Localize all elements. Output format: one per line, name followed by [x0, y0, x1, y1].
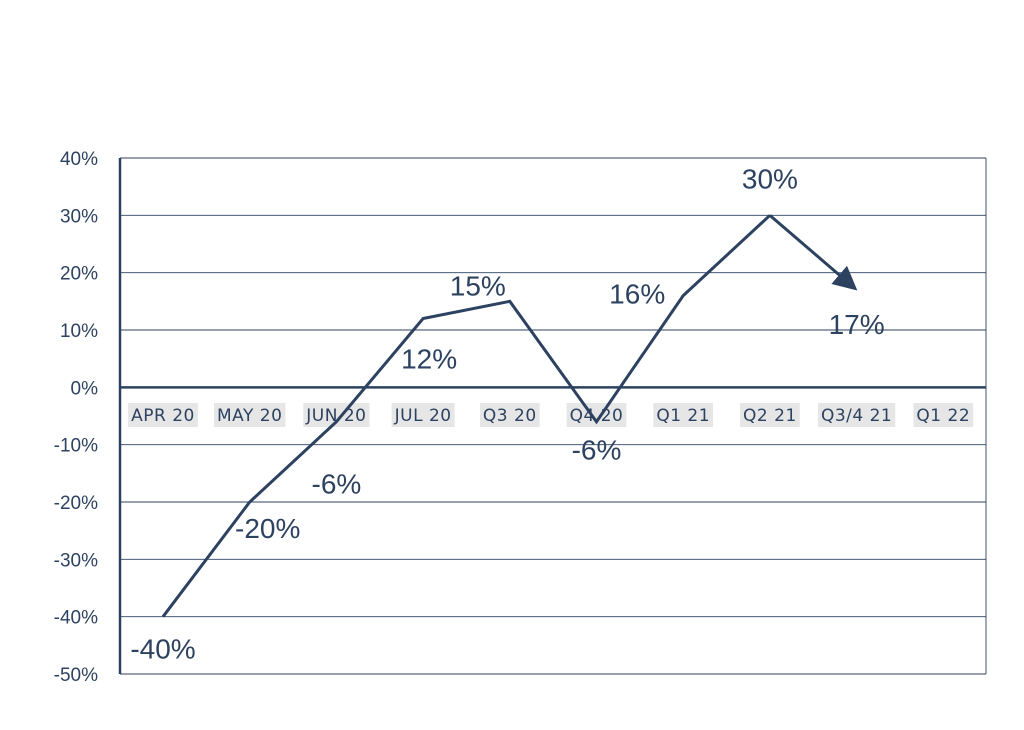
x-axis-tick-labels: APR 20 MAY 20 JUN 20 JUL 20 Q3 20 Q4 20 Q1 21 Q…: [128, 403, 974, 427]
y-tick-label: -30%: [54, 550, 98, 571]
data-label: -6%: [572, 435, 622, 466]
data-label: 17%: [829, 309, 885, 340]
axes: [118, 158, 987, 674]
x-tick-label-group: Q3 20: [479, 403, 540, 427]
x-tick-label-bg: [913, 403, 974, 427]
y-axis-tick-labels: 40% 30% 20% 10% 0% -10% -20% -30% -40% -50%: [54, 149, 98, 686]
x-tick-label: Q3/4 21: [821, 406, 892, 426]
y-tick-label: 40%: [60, 149, 98, 170]
y-tick-label: 30%: [60, 206, 98, 227]
data-label: -6%: [312, 469, 362, 500]
x-tick-label-bg: [391, 403, 455, 427]
x-tick-label-bg: [740, 403, 800, 427]
x-tick-label-group: JUN 20: [303, 403, 370, 427]
data-label: -20%: [235, 513, 300, 544]
x-tick-label-bg: [653, 403, 714, 427]
x-tick-label-group: Q3/4 21: [817, 403, 896, 427]
data-label: 30%: [742, 163, 798, 194]
y-tick-label: 20%: [60, 264, 98, 285]
y-tick-label: -40%: [54, 608, 98, 629]
x-tick-label: Q4 20: [570, 406, 624, 426]
x-tick-label: Q2 21: [743, 406, 797, 426]
x-tick-label: Q1 21: [656, 406, 710, 426]
y-tick-label: 10%: [60, 321, 98, 342]
y-tick-label: -50%: [54, 665, 98, 686]
series-line: [161, 214, 858, 618]
data-labels: -40% -20% -6% 12% 15% -6% 16% 30% 17%: [130, 163, 884, 664]
x-tick-label-group: Q1 21: [653, 403, 714, 427]
data-label: 15%: [450, 270, 506, 301]
y-tick-label: 0%: [71, 378, 99, 399]
x-tick-label-group: APR 20: [128, 403, 198, 427]
y-tick-label: -20%: [54, 493, 98, 514]
x-tick-label-group: Q2 21: [740, 403, 800, 427]
data-label: 16%: [609, 279, 665, 310]
x-tick-label: Q3 20: [483, 406, 537, 426]
x-tick-label: MAY 20: [217, 406, 282, 426]
series-line-path: [161, 214, 771, 618]
x-tick-label: Q1 22: [916, 406, 970, 426]
series-forecast-arrow: [768, 214, 858, 291]
data-label: 12%: [401, 344, 457, 375]
x-tick-label-group: JUL 20: [391, 403, 455, 427]
x-tick-label-bg: [128, 403, 198, 427]
gridlines: [120, 157, 986, 675]
x-tick-label-group: Q1 22: [913, 403, 974, 427]
x-tick-label: APR 20: [131, 406, 195, 426]
x-tick-label-group: MAY 20: [213, 403, 286, 427]
x-tick-label-bg: [479, 403, 540, 427]
data-label: -40%: [130, 634, 195, 665]
x-tick-label-bg: [213, 403, 286, 427]
x-tick-label-bg: [817, 403, 896, 427]
x-tick-label: JUN 20: [305, 406, 366, 426]
x-tick-label: JUL 20: [394, 406, 452, 426]
y-tick-label: -10%: [54, 436, 98, 457]
